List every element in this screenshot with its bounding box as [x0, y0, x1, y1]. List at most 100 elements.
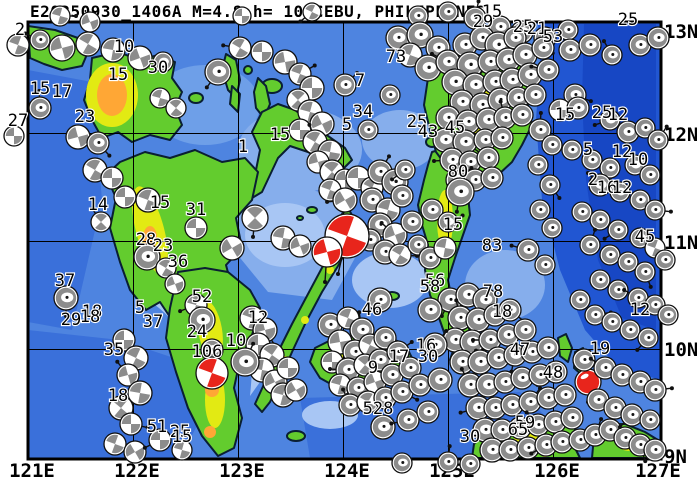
epicenter-dot — [669, 386, 674, 391]
beachball — [112, 328, 136, 352]
depth-label: 5 — [342, 115, 352, 135]
epicenter-dot — [460, 213, 465, 218]
depth-label: 15 — [108, 65, 128, 85]
epicenter-dot — [325, 199, 330, 204]
depth-label: 47 — [510, 340, 530, 360]
beachball — [379, 84, 401, 106]
beachball — [417, 297, 443, 323]
beachball — [241, 204, 269, 239]
beachball — [103, 432, 127, 456]
beachball — [624, 154, 646, 176]
beachball — [601, 39, 623, 66]
depth-label: 2 — [588, 170, 598, 190]
beachball — [523, 83, 547, 107]
beachball — [422, 329, 449, 358]
depth-label: 15 — [443, 215, 463, 235]
beachball — [232, 6, 252, 26]
depth-label: 25 — [407, 112, 427, 132]
beachball — [115, 359, 140, 387]
depth-label: 43 — [418, 122, 438, 142]
beachball — [602, 219, 629, 241]
depth-label: 36 — [168, 252, 188, 272]
depth-label: 17 — [389, 347, 409, 367]
island-dinagat — [557, 333, 573, 363]
depth-label: 29 — [473, 12, 493, 32]
beachball — [599, 244, 621, 266]
depth-label: 25 — [592, 103, 612, 123]
beachball — [165, 97, 187, 119]
epicenter-dot — [592, 227, 597, 232]
beachball — [609, 181, 631, 203]
beachball — [509, 238, 540, 262]
beachball — [135, 187, 161, 213]
beachball — [456, 51, 484, 79]
beachball — [635, 327, 659, 352]
beachball — [457, 366, 483, 398]
beachball — [429, 49, 461, 75]
epicenter-dot — [557, 195, 562, 200]
beachball — [149, 87, 171, 109]
depth-label: 35 — [104, 340, 124, 360]
beachball — [86, 131, 112, 158]
epicenter-dot — [529, 64, 534, 69]
y-tick-label: 12N — [664, 124, 697, 146]
depth-label: 15 — [150, 193, 170, 213]
epicenter-dot — [585, 170, 590, 175]
beachball — [152, 51, 174, 73]
beachball — [389, 408, 420, 432]
beachball — [171, 439, 193, 461]
beachball — [644, 199, 673, 221]
beachball — [221, 36, 252, 60]
epicenter-dot — [415, 397, 420, 402]
depth-label: 10 — [114, 37, 134, 57]
depth-label: 78 — [483, 282, 503, 302]
epicenter-dot — [635, 347, 640, 352]
beachball — [646, 26, 670, 50]
beachball — [333, 70, 360, 97]
beachball — [550, 430, 574, 454]
beachball — [647, 124, 669, 151]
beachball — [498, 298, 526, 323]
epicenter-dot — [588, 99, 593, 104]
depth-label: 5 — [583, 140, 593, 160]
beachball — [571, 201, 593, 223]
beachball — [284, 378, 308, 402]
epicenter-dot — [588, 356, 593, 361]
epicenter-dot — [444, 329, 449, 334]
latitude-axis: 13N 12N 11N 10N 9N — [664, 21, 697, 468]
beachball — [28, 89, 52, 120]
y-tick-label: 11N — [664, 232, 697, 254]
depth-label: 15 — [172, 427, 192, 447]
beachball — [449, 89, 475, 115]
depth-label: 16 — [597, 178, 617, 198]
beachball — [204, 58, 232, 90]
epicenter-dot — [357, 310, 362, 315]
epicenter-dot — [387, 154, 391, 159]
epicenter-dot — [541, 29, 545, 33]
beachball — [407, 5, 429, 27]
beachball — [480, 166, 504, 190]
epicenter-dot — [459, 366, 464, 371]
beachball — [536, 336, 560, 360]
beachball — [390, 380, 420, 404]
beachball — [629, 189, 651, 211]
beachball — [578, 33, 602, 57]
depth-label: 45 — [635, 227, 655, 247]
beachball — [386, 340, 414, 364]
depth-label: 12 — [630, 300, 650, 320]
y-tick-label: 10N — [664, 339, 697, 361]
beachball — [531, 29, 555, 60]
beachball — [23, 29, 51, 51]
beachball — [592, 109, 621, 131]
depth-label: 15 — [30, 79, 50, 99]
beachball — [119, 412, 150, 436]
beachball — [643, 438, 667, 462]
beachball — [534, 254, 556, 276]
beachball — [643, 378, 674, 402]
epicenter-dot — [592, 122, 597, 127]
x-tick-label: 126E — [534, 460, 580, 482]
depth-label: 30 — [148, 58, 168, 78]
beachball — [437, 444, 459, 473]
epicenter-dot — [90, 206, 95, 211]
beachball — [6, 33, 30, 57]
